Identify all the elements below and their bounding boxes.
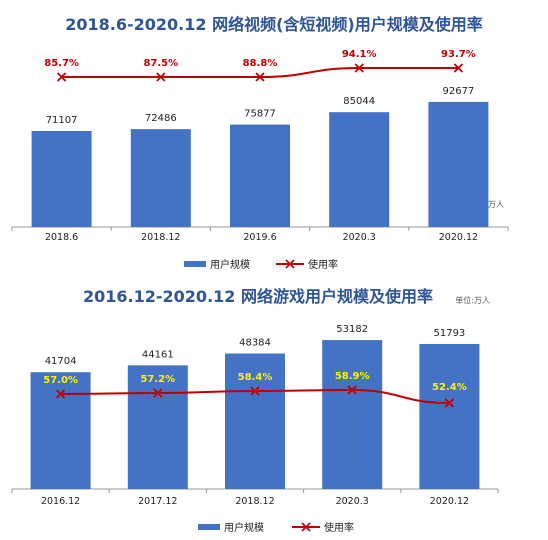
rate-line (61, 66, 459, 79)
rate-value-label: 58.4% (238, 372, 273, 383)
x-tick-label: 2017.12 (138, 496, 177, 507)
rate-value-label: 52.4% (432, 382, 467, 393)
bar (329, 112, 390, 227)
bar-value-label: 41704 (45, 356, 77, 367)
x-tick-label: 2018.6 (45, 232, 78, 243)
chart-1-legend: 用户规模 使用率 (184, 258, 338, 271)
bar-value-label: 92677 (442, 86, 474, 97)
bar-value-label: 85044 (343, 96, 375, 107)
bar (30, 372, 91, 489)
legend-bar-swatch (184, 261, 206, 267)
rate-value-label: 87.5% (143, 58, 178, 69)
chart-2-unit-note: 单位:万人 (455, 295, 490, 305)
bar (31, 131, 92, 227)
bar (130, 129, 191, 227)
bar-value-label: 72486 (145, 113, 177, 124)
x-tick-label: 2018.12 (235, 496, 274, 507)
rate-value-label: 58.9% (335, 371, 370, 382)
bar-value-label: 44161 (142, 349, 174, 360)
x-tick-label: 2019.6 (243, 232, 276, 243)
rate-point-marker (255, 72, 265, 82)
rate-value-label: 94.1% (342, 49, 377, 60)
bar-value-label: 51793 (433, 328, 465, 339)
rate-point-marker (453, 63, 464, 73)
x-tick-label: 2020.12 (430, 496, 469, 507)
x-tick-label: 2020.3 (336, 496, 369, 507)
rate-point-marker (250, 386, 260, 396)
bar (419, 343, 480, 489)
rate-point-marker (354, 63, 364, 73)
chart-2-title: 2016.12-2020.12 网络游戏用户规模及使用率 (83, 287, 433, 306)
bar (230, 124, 290, 227)
rate-value-label: 57.2% (140, 374, 175, 385)
x-tick-label: 2018.12 (141, 232, 180, 243)
bar-value-label: 75877 (244, 109, 276, 120)
chart-1-title: 2018.6-2020.12 网络视频(含短视频)用户规模及使用率 (65, 15, 482, 34)
rate-point-marker (444, 398, 455, 408)
bar-value-label: 48384 (239, 338, 271, 349)
x-tick-label: 2020.3 (343, 232, 376, 243)
legend-line-marker-icon (285, 259, 295, 269)
legend-bar-label: 用户规模 (224, 521, 264, 534)
chart-2-legend: 用户规模 使用率 (198, 521, 354, 534)
x-tick-label: 2020.12 (439, 232, 478, 243)
rate-point-marker (153, 388, 163, 398)
bar-value-label: 53182 (336, 324, 368, 335)
legend-line-label: 使用率 (324, 521, 354, 534)
bar (322, 340, 383, 489)
rate-value-label: 85.7% (44, 58, 79, 69)
bar (428, 101, 489, 227)
x-tick-label: 2016.12 (41, 496, 80, 507)
rate-point-marker (347, 385, 357, 395)
rate-value-label: 57.0% (43, 375, 78, 386)
rate-value-label: 88.8% (243, 58, 278, 69)
legend-bar-label: 用户规模 (210, 258, 250, 271)
rate-point-marker (55, 389, 66, 399)
bar (225, 353, 285, 489)
bar-value-label: 71107 (46, 115, 78, 126)
chart-marks: 71107 2018.6 72486 2018.12 75877 2019.6 85044 2… (11, 49, 509, 507)
legend-line-marker-icon (301, 522, 311, 532)
rate-point-marker (156, 72, 166, 82)
legend-bar-swatch (198, 524, 220, 530)
rate-value-label: 93.7% (441, 49, 476, 60)
bar (127, 365, 188, 489)
rate-point-marker (56, 72, 67, 82)
legend-line-label: 使用率 (308, 258, 338, 271)
